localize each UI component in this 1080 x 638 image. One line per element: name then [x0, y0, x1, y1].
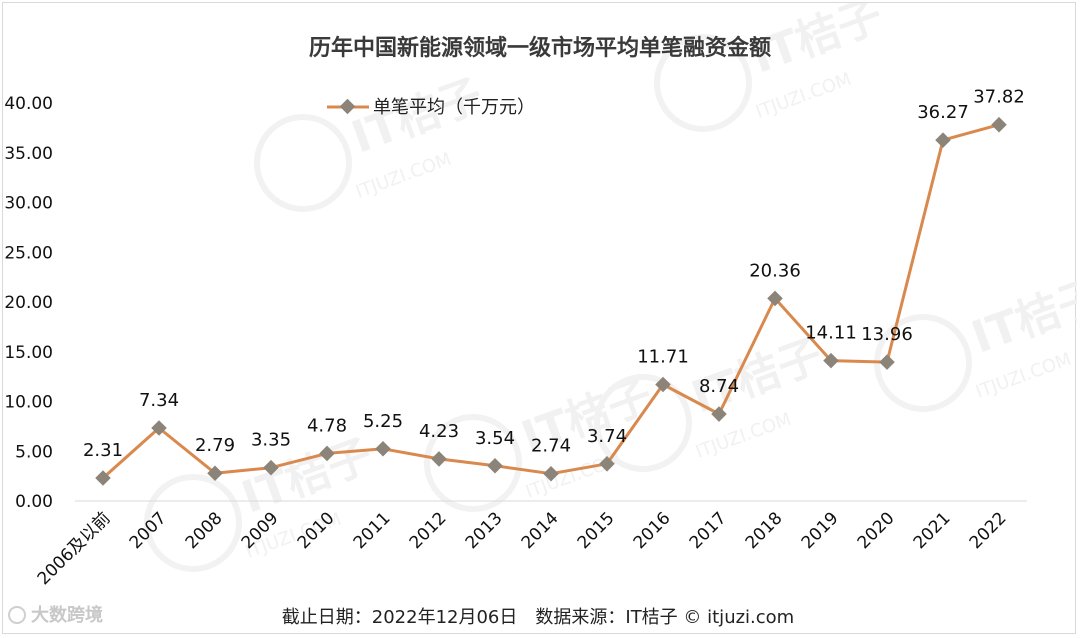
y-tick-label: 35.00	[4, 144, 53, 164]
data-point	[935, 132, 951, 148]
x-tick-label: 2016	[630, 508, 675, 553]
y-tick-label: 25.00	[4, 243, 53, 263]
x-tick-label: 2011	[350, 508, 395, 553]
data-label: 2.79	[195, 435, 235, 456]
y-tick-label: 15.00	[4, 343, 53, 363]
chart: IT桔子ITJUZI.COMIT桔子ITJUZI.COMIT桔子ITJUZI.C…	[4, 3, 1077, 628]
chart-title: 历年中国新能源领域一级市场平均单笔融资金额	[309, 35, 771, 61]
y-tick-label: 0.00	[15, 492, 53, 512]
data-point	[487, 457, 503, 474]
data-label: 3.74	[587, 426, 627, 447]
data-label: 3.54	[475, 428, 515, 449]
x-tick-label: 2006及以前	[34, 508, 115, 589]
watermark-circle	[594, 374, 692, 472]
data-label: 5.25	[363, 411, 403, 432]
y-tick-label: 10.00	[4, 393, 53, 413]
legend-label: 单笔平均（千万元）	[373, 97, 535, 118]
data-point	[375, 440, 391, 457]
data-label: 8.74	[699, 376, 739, 397]
data-point	[991, 116, 1007, 133]
watermark-circle	[144, 474, 242, 572]
brand-text: 大数跨境	[31, 604, 103, 626]
data-label: 13.96	[861, 324, 913, 345]
data-label: 14.11	[805, 323, 857, 344]
data-label: 11.71	[637, 346, 689, 367]
watermark-layer: IT桔子ITJUZI.COMIT桔子ITJUZI.COMIT桔子ITJUZI.C…	[144, 3, 1077, 572]
data-label: 2.74	[531, 436, 571, 457]
y-tick-label: 5.00	[15, 442, 53, 462]
watermark-circle	[424, 414, 522, 512]
x-tick-label: 2014	[518, 508, 563, 553]
x-tick-label: 2022	[966, 508, 1011, 553]
x-tick-label: 2012	[406, 508, 451, 553]
legend: 单笔平均（千万元）	[327, 97, 535, 118]
watermark-circle	[254, 114, 352, 212]
brand-icon	[8, 606, 26, 624]
x-tick-label: 2020	[854, 508, 899, 553]
y-tick-label: 20.00	[4, 293, 53, 313]
data-label: 36.27	[917, 102, 969, 123]
data-label: 2.31	[83, 440, 123, 461]
x-tick-label: 2018	[742, 508, 787, 553]
x-tick-label: 2021	[910, 508, 955, 553]
watermark-circle	[654, 34, 752, 132]
y-tick-label: 30.00	[4, 194, 53, 214]
x-tick-label: 2019	[798, 508, 843, 553]
data-point	[431, 451, 447, 467]
footer-note: 截止日期：2022年12月06日 数据来源：IT桔子 © itjuzi.com	[282, 607, 794, 628]
y-axis: 0.00 5.00 10.00 15.00 20.00 25.00 30.00 35.00 40…	[4, 94, 53, 512]
data-label: 4.23	[419, 421, 459, 442]
data-label: 20.36	[749, 260, 801, 281]
y-tick-label: 40.00	[4, 94, 53, 114]
x-tick-label: 2008	[182, 508, 227, 553]
data-label: 4.78	[307, 415, 347, 436]
data-point	[207, 465, 223, 482]
series-line: 2.31 7.34 2.79 3.35 4.78 5.25 4.23 3.54 2.74 3.74…	[83, 87, 1025, 486]
x-axis: 2006及以前 2007 2008 2009 2010 2011 2012 2013 2014 2…	[34, 500, 1027, 589]
data-label: 3.35	[251, 430, 291, 451]
x-tick-label: 2013	[462, 508, 507, 553]
data-label: 37.82	[973, 87, 1025, 108]
data-point	[151, 420, 167, 436]
brand-logo: 大数跨境	[8, 604, 103, 626]
x-tick-label: 2017	[686, 508, 731, 553]
data-point	[879, 354, 895, 370]
data-label: 7.34	[139, 390, 179, 411]
x-tick-label: 2015	[574, 508, 619, 553]
watermark-text: IT桔子	[965, 270, 1077, 364]
